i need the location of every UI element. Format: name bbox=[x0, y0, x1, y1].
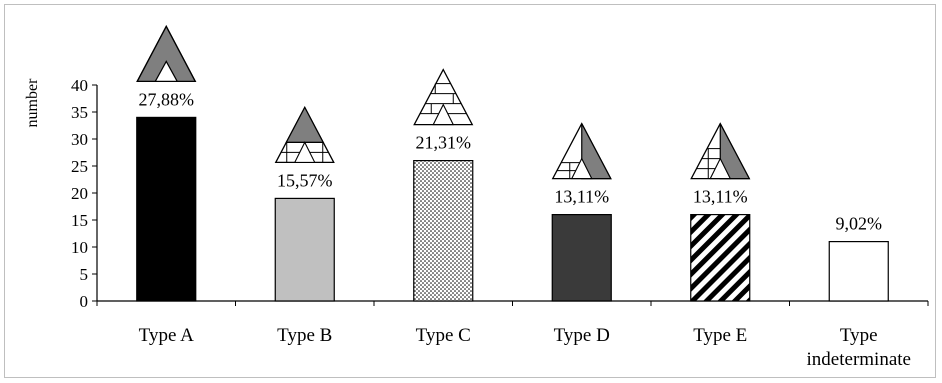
axis-layer: 0 5 10 15 20 25 30 35 40 bbox=[71, 76, 929, 311]
triangle-type-c-icon bbox=[413, 68, 474, 126]
triangle-type-e-icon bbox=[690, 122, 751, 180]
bar-6 bbox=[828, 241, 889, 302]
x-tick-label-4: Type D bbox=[554, 325, 610, 346]
bar-2 bbox=[274, 197, 335, 302]
x-tick-label-2: Type B bbox=[277, 325, 332, 346]
y-tick-label: 40 bbox=[71, 76, 88, 95]
icon-layer bbox=[136, 25, 751, 180]
y-tick-label: 20 bbox=[71, 184, 88, 203]
y-axis-label: number bbox=[24, 78, 41, 128]
triangle-type-a-icon bbox=[136, 25, 197, 83]
x-tick-label-3: Type C bbox=[416, 325, 471, 346]
y-tick-label: 35 bbox=[71, 103, 88, 122]
data-label-2: 15,57% bbox=[277, 170, 333, 190]
y-tick-label: 5 bbox=[80, 265, 89, 284]
data-label-1: 27,88% bbox=[139, 89, 195, 109]
data-label-3: 21,31% bbox=[416, 133, 472, 153]
bar-4 bbox=[551, 214, 612, 302]
bar-1 bbox=[136, 116, 197, 302]
y-tick-label: 25 bbox=[71, 157, 88, 176]
y-tick-label: 0 bbox=[80, 292, 89, 311]
data-label-6: 9,02% bbox=[836, 214, 883, 234]
data-label-4: 13,11% bbox=[554, 187, 609, 207]
y-tick-label: 15 bbox=[71, 211, 88, 230]
data-label-5: 13,11% bbox=[693, 187, 748, 207]
y-tick-label: 30 bbox=[71, 130, 88, 149]
bar-3 bbox=[413, 160, 474, 302]
bar-5 bbox=[690, 214, 751, 302]
x-tick-label-6: indeterminate bbox=[807, 349, 911, 370]
triangle-type-b-icon bbox=[274, 106, 335, 164]
label-layer: 27,88% Type A 15,57% Type B 21,31% Type C 13,1… bbox=[139, 89, 911, 370]
bar-layer bbox=[136, 116, 889, 302]
x-tick-label-5: Type E bbox=[693, 325, 747, 346]
triangle-type-d-icon bbox=[551, 122, 612, 180]
x-tick-label-1: Type A bbox=[139, 325, 194, 346]
x-tick-label-6: Type bbox=[840, 325, 878, 346]
y-tick-label: 10 bbox=[71, 238, 88, 257]
